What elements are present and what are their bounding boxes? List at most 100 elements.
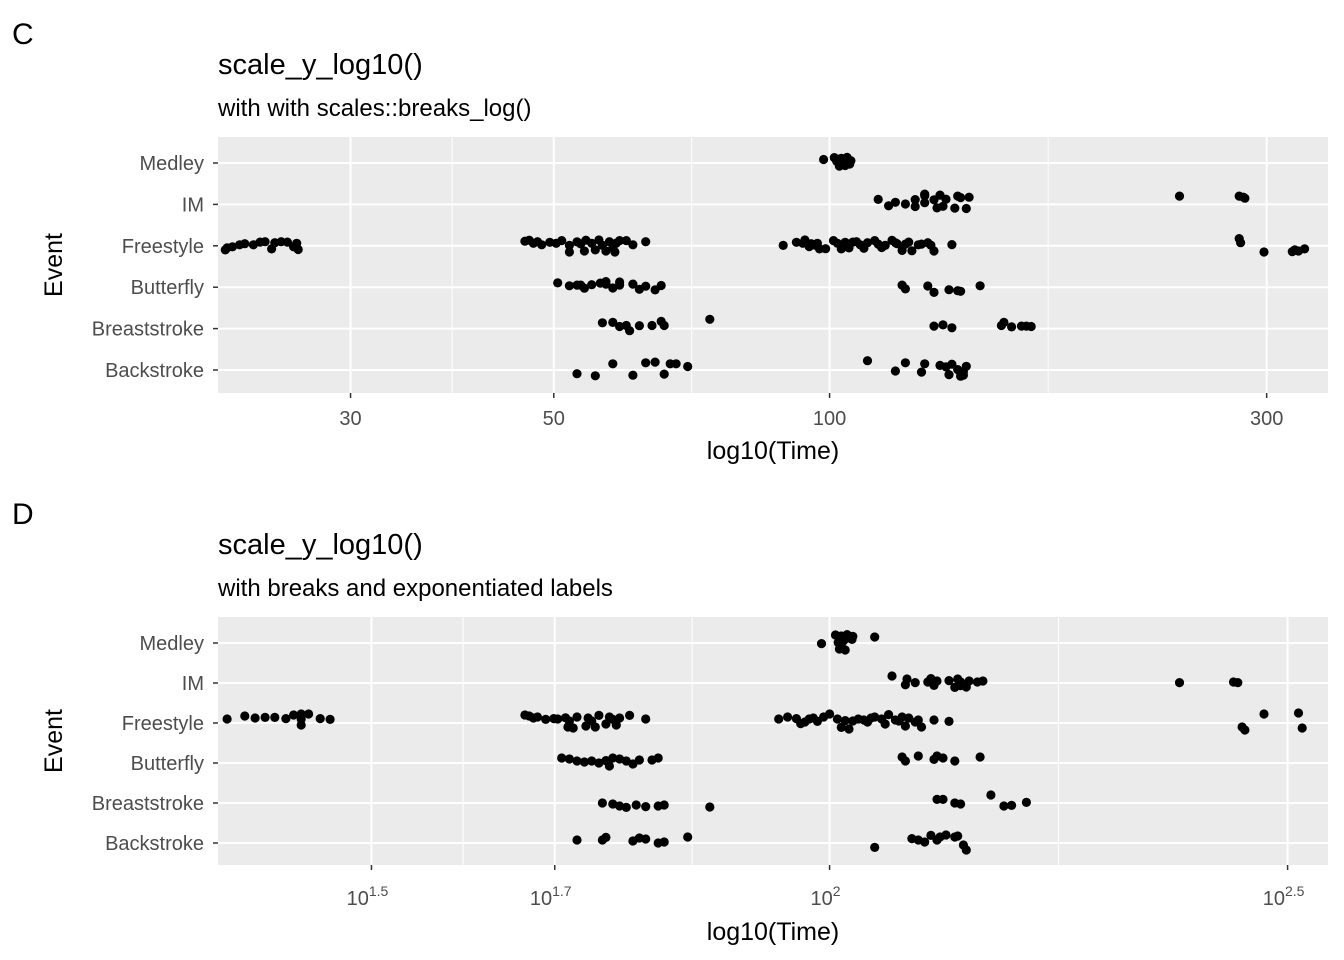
x-tick-label: 300 [1250, 408, 1283, 430]
point-im [1174, 191, 1185, 201]
point-medley [845, 159, 855, 169]
point-breaststroke [938, 320, 948, 330]
x-tick-label: 101.5 [347, 883, 389, 910]
y-tick-label: Breaststroke [92, 793, 204, 815]
point-im [961, 203, 971, 214]
point-im [944, 676, 954, 686]
x-tick-label: 101.7 [530, 883, 572, 910]
point-freestyle [821, 244, 831, 254]
gridlines [218, 617, 1328, 865]
point-im [920, 198, 930, 208]
point-breaststroke [659, 320, 669, 331]
point-butterfly [913, 751, 923, 761]
point-im [873, 194, 883, 204]
x-axis-title: log10(Time) [707, 918, 839, 946]
point-butterfly [615, 277, 625, 287]
point-butterfly [587, 756, 597, 766]
point-breaststroke [705, 314, 715, 324]
point-freestyle [260, 712, 270, 723]
point-freestyle [844, 724, 854, 734]
point-breaststroke [608, 317, 618, 327]
point-backstroke [683, 832, 693, 842]
point-backstroke [870, 842, 880, 853]
point-freestyle [913, 715, 923, 725]
point-backstroke [900, 358, 911, 368]
point-breaststroke [929, 321, 939, 331]
point-freestyle [590, 245, 600, 255]
point-im [910, 195, 920, 205]
point-medley [847, 634, 857, 645]
point-freestyle [904, 237, 914, 247]
point-freestyle [611, 720, 621, 730]
point-freestyle [836, 722, 846, 733]
point-im [956, 193, 966, 203]
y-tick-label: Butterfly [131, 277, 204, 299]
point-im [890, 197, 901, 207]
point-backstroke [601, 832, 611, 843]
point-backstroke [608, 359, 618, 369]
point-breaststroke [956, 799, 966, 809]
point-breaststroke [705, 802, 715, 812]
point-breaststroke [659, 800, 669, 810]
point-freestyle [774, 714, 784, 724]
point-im [910, 201, 920, 212]
point-freestyle [601, 246, 611, 256]
point-medley [816, 639, 827, 649]
point-butterfly [594, 758, 604, 768]
y-tick-label: Butterfly [131, 753, 204, 775]
y-tick-label: Backstroke [105, 360, 204, 382]
point-medley [840, 645, 850, 655]
point-butterfly [572, 756, 582, 766]
point-freestyle [1240, 725, 1250, 735]
point-freestyle [267, 244, 277, 254]
y-axis-title: Event [40, 709, 68, 773]
y-tick-label: Freestyle [122, 713, 204, 735]
point-breaststroke [625, 326, 635, 336]
point-backstroke [862, 356, 873, 366]
point-freestyle [289, 710, 299, 720]
point-butterfly [929, 287, 939, 297]
x-axis: 30 50 100 300 [339, 393, 1283, 430]
point-backstroke [953, 831, 963, 841]
point-im [932, 203, 942, 213]
point-freestyle [304, 709, 314, 719]
point-butterfly [564, 281, 575, 291]
point-freestyle [260, 237, 270, 247]
point-im [964, 192, 974, 202]
point-breaststroke [947, 323, 957, 333]
point-freestyle [628, 240, 638, 250]
x-tick-label: 102.5 [1263, 883, 1305, 910]
point-freestyle [1259, 709, 1269, 719]
point-freestyle [783, 712, 793, 722]
point-freestyle [615, 713, 625, 723]
point-backstroke [590, 371, 600, 381]
point-freestyle [564, 240, 575, 250]
point-breaststroke [597, 798, 608, 808]
y-tick-label: Breaststroke [92, 319, 204, 341]
point-breaststroke [1007, 800, 1017, 811]
point-backstroke [958, 370, 969, 380]
point-im [920, 189, 930, 199]
point-breaststroke [1007, 322, 1017, 332]
point-backstroke [628, 370, 638, 380]
point-breaststroke [641, 802, 651, 812]
point-freestyle [916, 722, 927, 732]
point-freestyle [641, 237, 651, 247]
point-medley [834, 161, 845, 171]
point-medley [819, 154, 829, 165]
point-butterfly [634, 755, 645, 765]
point-freestyle [293, 244, 303, 255]
y-tick-label: Medley [140, 633, 204, 655]
point-butterfly [950, 756, 960, 766]
point-backstroke [572, 369, 582, 379]
point-breaststroke [1021, 797, 1031, 808]
point-butterfly [900, 284, 911, 294]
point-freestyle [222, 714, 232, 724]
point-freestyle [579, 246, 590, 256]
point-freestyle [862, 238, 873, 248]
x-axis-title: log10(Time) [707, 437, 839, 465]
point-breaststroke [647, 320, 657, 331]
point-freestyle [825, 709, 835, 719]
x-tick-label: 50 [543, 408, 565, 430]
point-backstroke [947, 359, 957, 369]
